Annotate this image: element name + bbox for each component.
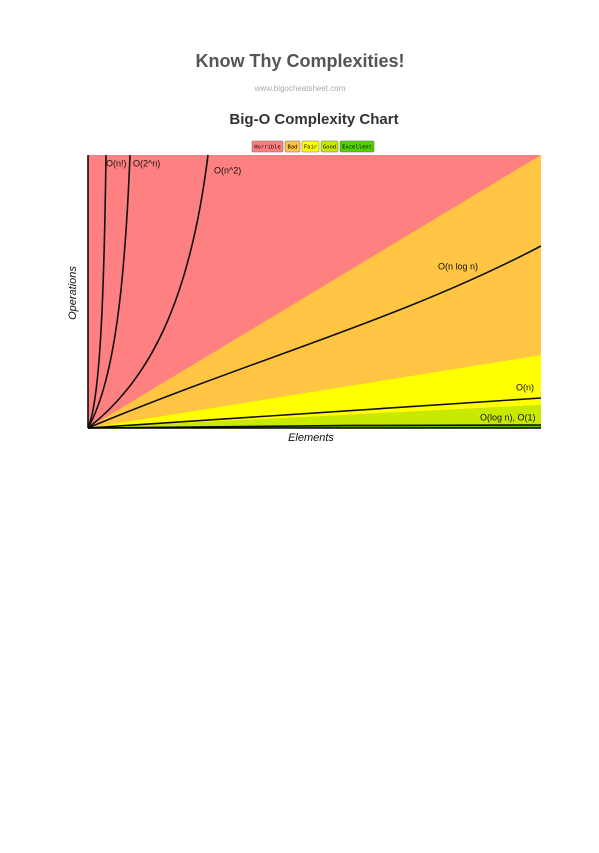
curve-nlogn xyxy=(87,245,542,429)
curve-label: O(2^n) xyxy=(133,158,160,168)
legend-swatch xyxy=(251,140,284,153)
legend-swatch xyxy=(339,140,375,153)
page-title: Know Thy Complexities! xyxy=(195,51,404,71)
legend-label: Horrible xyxy=(254,145,281,151)
good-region xyxy=(88,405,541,428)
legend: Horrible Bad Fair Good Excellent xyxy=(251,140,375,153)
chart-title: Big-O Complexity Chart xyxy=(229,111,398,128)
fair-region xyxy=(88,355,541,428)
curve-linear xyxy=(87,397,542,429)
legend-swatch xyxy=(284,140,301,153)
curve-label: O(n log n) xyxy=(438,261,478,271)
page-url: www.bigocheatsheet.com xyxy=(254,84,346,93)
curve-log xyxy=(87,424,542,429)
curve-label: O(log n), O(1) xyxy=(480,412,536,422)
legend-label: Excellent xyxy=(342,145,372,151)
curve-quadratic xyxy=(87,154,209,429)
legend-swatch xyxy=(320,140,339,153)
x-axis-label: Elements xyxy=(288,432,334,444)
legend-label: Fair xyxy=(304,145,318,151)
curve-label: O(n^2) xyxy=(214,165,241,175)
curve-label: O(n) xyxy=(516,382,534,392)
curve-label: O(n!) xyxy=(106,158,127,168)
curve-factorial xyxy=(87,154,107,429)
y-axis-label: Operations xyxy=(67,266,79,320)
legend-swatch xyxy=(301,140,320,153)
curve-exponential xyxy=(87,154,131,429)
legend-label: Bad xyxy=(288,145,298,151)
chart-area: O(n!) O(2^n) O(n^2) O(n log n) O(n) O(lo… xyxy=(87,154,542,429)
bad-region xyxy=(88,155,541,428)
legend-label: Good xyxy=(323,145,336,151)
